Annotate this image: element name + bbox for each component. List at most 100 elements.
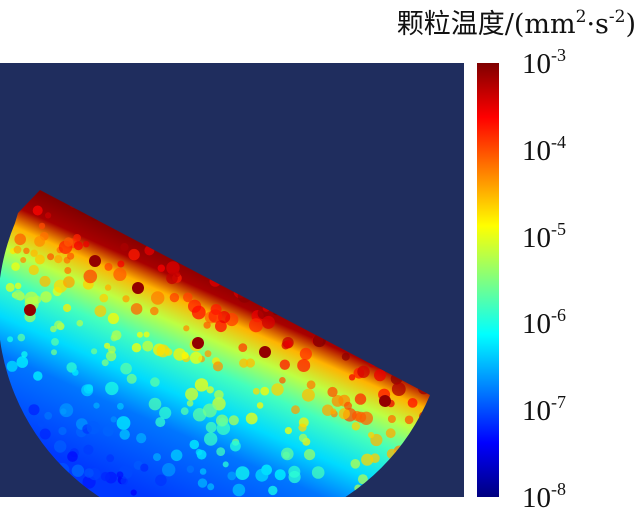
particle-dot [32, 205, 43, 216]
particle-dot [204, 432, 218, 446]
particle-dot [255, 468, 269, 482]
particle-dot [106, 454, 115, 463]
particle-dot [162, 463, 176, 477]
particle-dot [166, 261, 180, 275]
colorbar-tick-label: 10-6 [522, 305, 566, 341]
particle-dot [391, 382, 406, 396]
particle-dot [173, 348, 186, 361]
particle-dot [279, 377, 286, 384]
colorbar [477, 63, 499, 497]
particle-dot [249, 318, 263, 333]
particle-dot [230, 440, 241, 452]
particle-dot [83, 269, 98, 284]
particle-dot [83, 241, 90, 248]
particle-dot [260, 386, 270, 396]
particle-dot [73, 234, 81, 242]
particle-dot [13, 289, 24, 301]
particle-dot [33, 371, 43, 381]
tick-base: 10 [522, 482, 551, 510]
particle-dot [23, 247, 30, 254]
particle-dot [142, 340, 154, 352]
tick-base: 10 [522, 48, 551, 80]
particle-dot [119, 429, 130, 440]
particle-dot [186, 400, 194, 407]
particle-dot [5, 282, 15, 292]
particle-dot [67, 451, 78, 462]
particle-dot [47, 253, 55, 261]
particle-dot [189, 439, 200, 450]
particle-dot [116, 471, 124, 479]
particle-dot [207, 483, 215, 491]
particle-dot [93, 402, 100, 409]
particle-dot [185, 387, 199, 401]
particle-dot [361, 453, 374, 466]
particle-dot [100, 471, 111, 482]
particle-dot [245, 412, 258, 425]
particle-dot [374, 369, 386, 382]
particle-dot [341, 352, 350, 361]
particle-dot [155, 417, 166, 428]
colorbar-tick-label: 10-3 [522, 45, 566, 81]
colorbar-tick-label: 10-4 [522, 132, 566, 168]
particle-dot [58, 426, 67, 436]
tick-exponent: -3 [551, 45, 566, 65]
particle-dot [102, 425, 114, 437]
particle-dot [99, 293, 109, 303]
tick-exponent: -7 [551, 392, 566, 413]
particle-dot [348, 374, 356, 381]
tick-base: 10 [522, 221, 551, 254]
particle-dot [116, 416, 131, 430]
particle-dot [110, 334, 118, 342]
particle-dot [166, 272, 178, 285]
particle-dot [16, 356, 29, 368]
particle-dot [291, 405, 300, 415]
particle-dot [210, 304, 222, 315]
particle-dot [104, 342, 111, 349]
particle-dot [54, 255, 63, 264]
particle-dot [21, 351, 28, 358]
particle-dot [84, 468, 94, 478]
particle-dot [148, 397, 162, 411]
particle-dot [155, 474, 167, 487]
particle-dot [197, 478, 208, 488]
particle-dot [203, 321, 211, 329]
particle-dot [357, 365, 370, 378]
particle-dot [239, 358, 249, 368]
particle-dot [150, 306, 159, 316]
particle-dot [227, 471, 237, 481]
particle-dot [256, 402, 264, 409]
particle-dot [151, 291, 165, 305]
particle-dot [59, 403, 74, 418]
particle-dot [354, 393, 367, 405]
tick-exponent: -8 [551, 479, 566, 499]
particle-dot [357, 474, 368, 485]
particle-dot [153, 453, 161, 462]
particle-dot [44, 411, 53, 420]
tick-exponent: -5 [551, 218, 566, 239]
particle-dot [306, 380, 316, 390]
particle-dot [28, 404, 40, 416]
particle-dot [338, 408, 350, 420]
particle-dot [38, 222, 46, 230]
particle-dot [156, 344, 170, 358]
particle-dot [34, 236, 45, 247]
particle-dot [298, 423, 307, 432]
tick-base: 10 [522, 134, 551, 167]
colorbar-tick-label: 10-8 [522, 479, 566, 510]
particle-dot [136, 331, 143, 338]
hot-particle [259, 346, 271, 358]
particle-dot [157, 264, 165, 272]
particle-dot [169, 292, 180, 303]
colorbar-label: 颗粒温度/(mm2·s-2) [396, 7, 636, 40]
particle-dot [143, 331, 150, 338]
particle-dot [216, 447, 226, 456]
particle-dot [130, 303, 143, 315]
particle-dot [213, 361, 223, 372]
tick-base: 10 [522, 308, 551, 341]
particle-dot [105, 381, 119, 396]
particle-dot [72, 369, 79, 376]
particle-dot [120, 477, 128, 485]
particle-dot [128, 248, 140, 261]
particle-dot [170, 449, 183, 462]
